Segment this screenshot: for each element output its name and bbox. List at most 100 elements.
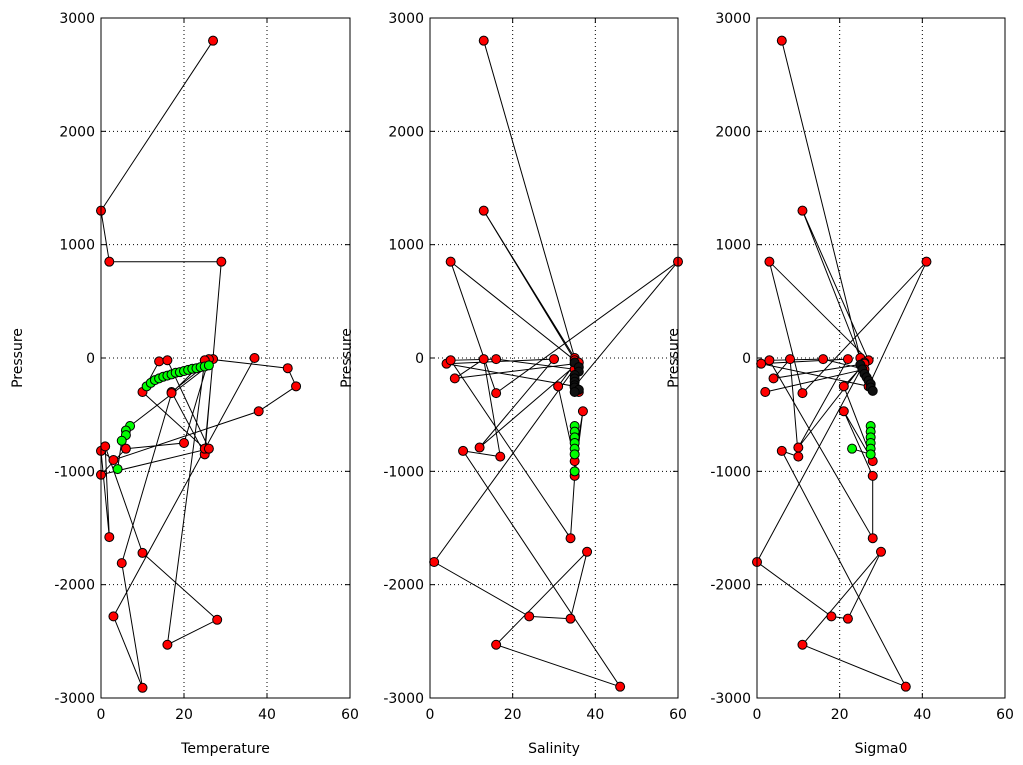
y-tick-label: -1000 [54,464,95,480]
y-tick-label: 2000 [59,124,95,140]
x-axis-label: Salinity [528,741,580,757]
x-tick-label: 0 [753,707,762,723]
x-axis-label: Sigma0 [855,741,908,757]
data-point [163,640,172,649]
data-point [769,374,778,383]
data-point [109,456,118,465]
data-point [479,36,488,45]
data-point [450,374,459,383]
data-point [479,355,488,364]
data-point [105,533,114,542]
data-point [786,355,795,364]
data-point [138,548,147,557]
data-point [761,388,770,397]
subplot-1: 0 20 40 60 -3000 -2000 -1000 0 1000 2000 3000 Tempe… [10,11,359,757]
x-tick-label: 40 [913,707,931,723]
data-point [105,257,114,266]
data-point [798,389,807,398]
data-point [109,612,118,621]
data-point [839,407,848,416]
y-tick-label: 0 [742,351,751,367]
data-point [794,443,803,452]
y-tick-label: -3000 [710,691,751,707]
data-point [868,471,877,480]
x-tick-label: 60 [996,707,1014,723]
y-tick-label: -1000 [710,464,751,480]
y-tick-label: -2000 [710,578,751,594]
data-point [459,446,468,455]
data-point [848,444,857,453]
y-axis-label: Pressure [339,328,355,388]
y-tick-label: -2000 [383,578,424,594]
data-point [117,436,126,445]
x-tick-label: 20 [175,707,193,723]
data-point [217,257,226,266]
data-point [113,465,122,474]
data-point [430,558,439,567]
y-tick-label: 2000 [715,124,751,140]
data-point [163,356,172,365]
data-point [204,444,213,453]
y-tick-label: 1000 [388,238,424,254]
y-tick-label: 2000 [388,124,424,140]
data-point [250,354,259,363]
data-point [839,382,848,391]
data-point [578,407,587,416]
data-point [798,206,807,215]
x-tick-label: 20 [831,707,849,723]
data-point [254,407,263,416]
data-point [475,443,484,452]
data-point [843,614,852,623]
data-point [566,614,575,623]
x-tick-label: 40 [258,707,276,723]
y-tick-label: -2000 [54,578,95,594]
data-point [757,359,766,368]
data-point [554,382,563,391]
x-tick-label: 0 [426,707,435,723]
x-tick-label: 20 [504,707,522,723]
data-point [180,439,189,448]
y-axis-label: Pressure [666,328,682,388]
data-point [283,364,292,373]
data-point [138,683,147,692]
data-point [292,382,301,391]
data-point [492,640,501,649]
data-point [583,547,592,556]
data-point [570,388,579,397]
data-point [492,389,501,398]
x-tick-label: 60 [669,707,687,723]
y-tick-label: -3000 [54,691,95,707]
data-point [777,446,786,455]
data-point [765,257,774,266]
data-point [827,612,836,621]
data-point [765,356,774,365]
data-point [479,206,488,215]
subplot-2: 0 20 40 60 -3000 -2000 -1000 0 1000 2000 3000 Salin… [339,11,687,757]
data-point [167,389,176,398]
y-tick-label: 1000 [59,238,95,254]
data-point [866,450,875,459]
data-point [798,640,807,649]
data-point [209,36,218,45]
data-point [794,452,803,461]
data-point [843,355,852,364]
data-point [446,356,455,365]
y-tick-label: 3000 [388,11,424,27]
y-tick-label: -3000 [383,691,424,707]
y-tick-label: 3000 [715,11,751,27]
data-point [868,386,877,395]
subplot-3: 0 20 40 60 -3000 -2000 -1000 0 1000 2000 3000 Sigma… [666,11,1014,757]
y-tick-label: 0 [86,351,95,367]
data-point [877,547,886,556]
data-point [922,257,931,266]
data-point [616,682,625,691]
y-tick-label: 3000 [59,11,95,27]
data-point [566,534,575,543]
data-point [570,467,579,476]
data-point [525,612,534,621]
data-point [550,355,559,364]
data-point [117,559,126,568]
data-point [777,36,786,45]
data-point [570,450,579,459]
